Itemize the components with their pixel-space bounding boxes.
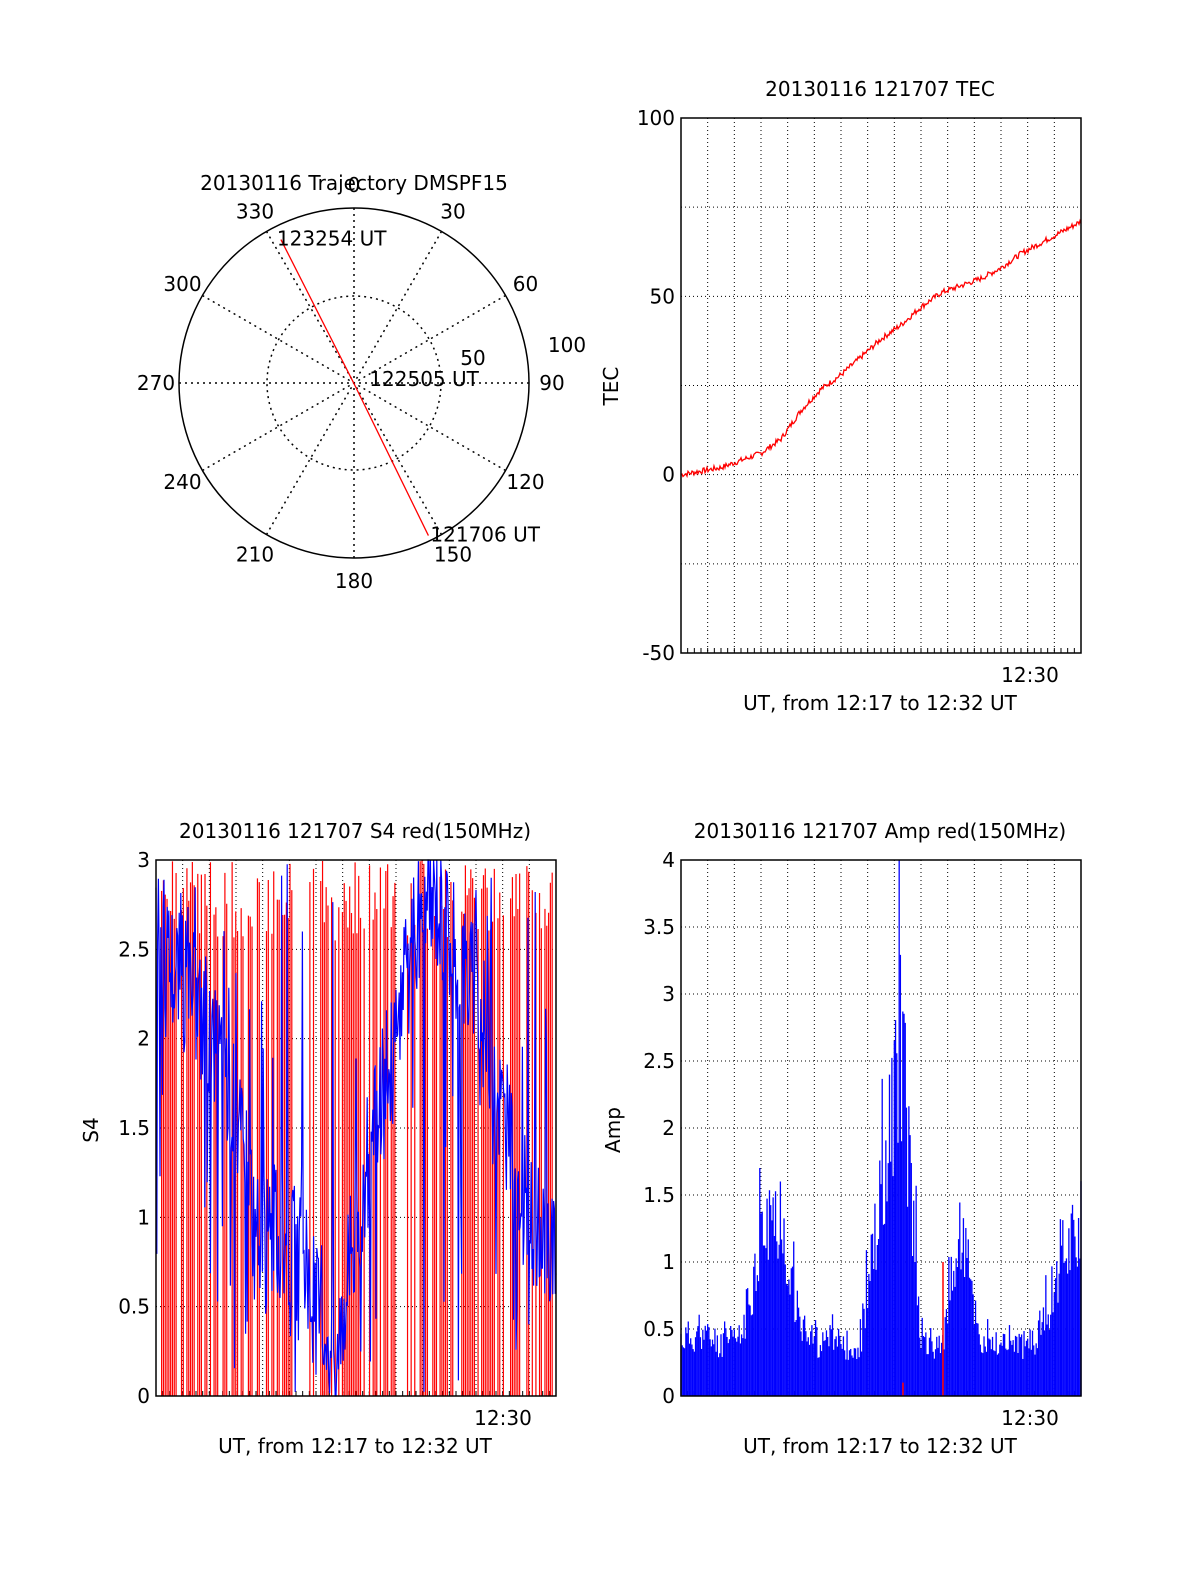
s4-title: 20130116 121707 S4 red(150MHz) (179, 819, 531, 843)
tec-y-tick: 100 (637, 106, 675, 130)
s4-y-tick: 1 (137, 1205, 150, 1229)
amp-y-label: Amp (601, 1107, 625, 1153)
polar-angle-label: 30 (440, 200, 465, 224)
s4-y-tick: 2 (137, 1027, 150, 1051)
polar-inner-circle (266, 295, 442, 471)
amp-red-series (902, 1262, 944, 1396)
tec-panel: 20130116 121707 TEC -50 0 50 100 12:30 UT, … (599, 77, 1082, 715)
amp-x-tick-label: 12:30 (1001, 1406, 1059, 1430)
s4-y-tick: 0.5 (118, 1295, 150, 1319)
trajectory-time-label: 122505 UT (369, 367, 479, 391)
polar-trajectory: 123254 UT 122505 UT 121706 UT (277, 227, 541, 547)
polar-angle-label: 120 (506, 470, 544, 494)
polar-title: 20130116 Trajectory DMSPF15 (200, 171, 508, 195)
amp-panel: 20130116 121707 Amp red(150MHz) 0 0.5 1 1.5… (601, 819, 1082, 1458)
polar-trajectory-panel: 20130116 Trajectory DMSPF15 0 30 60 90 120 15… (137, 171, 586, 593)
polar-angle-label: 240 (163, 470, 201, 494)
tec-y-tick: 50 (650, 284, 675, 308)
trajectory-line (280, 239, 429, 536)
amp-y-tick: 1 (662, 1250, 675, 1274)
amp-y-tick: 4 (662, 848, 675, 872)
polar-angle-labels: 0 30 60 90 120 150 180 210 240 270 300 330 (137, 173, 565, 593)
tec-x-tick-label: 12:30 (1001, 663, 1059, 687)
s4-y-label: S4 (79, 1117, 103, 1142)
polar-angle-label: 150 (434, 542, 472, 566)
s4-y-tick-labels: 0 0.5 1 1.5 2 2.5 3 (118, 848, 150, 1408)
s4-panel: 20130116 121707 S4 red(150MHz) 0 0.5 1 1.5 2… (79, 819, 557, 1458)
polar-radius-label-50: 50 (460, 346, 485, 370)
amp-y-tick-labels: 0 0.5 1 1.5 2 2.5 3 3.5 4 (643, 848, 675, 1408)
polar-angle-label: 90 (539, 371, 564, 395)
s4-y-tick: 0 (137, 1384, 150, 1408)
s4-y-tick: 2.5 (118, 937, 150, 961)
amp-y-tick: 0.5 (643, 1317, 675, 1341)
polar-angle-label: 0 (348, 173, 361, 197)
tec-y-tick-labels: -50 0 50 100 (637, 106, 675, 665)
tec-series-line (680, 218, 1082, 479)
amp-y-tick: 2 (662, 1116, 675, 1140)
polar-angle-label: 270 (137, 371, 175, 395)
s4-x-label: UT, from 12:17 to 12:32 UT (218, 1434, 493, 1458)
polar-angle-label: 180 (335, 569, 373, 593)
tec-y-tick: 0 (662, 463, 675, 487)
s4-plot-frame (155, 859, 557, 1397)
s4-blue-series (155, 859, 557, 1397)
polar-angle-label: 60 (513, 272, 538, 296)
amp-y-tick: 3.5 (643, 915, 675, 939)
polar-radius-label-100: 100 (548, 333, 586, 357)
tec-grid (680, 118, 1082, 653)
polar-angle-label: 300 (163, 272, 201, 296)
tec-y-label: TEC (599, 367, 623, 407)
trajectory-time-label: 121706 UT (430, 523, 540, 547)
trajectory-time-label: 123254 UT (277, 227, 387, 251)
amp-x-label: UT, from 12:17 to 12:32 UT (743, 1434, 1018, 1458)
amp-y-tick: 0 (662, 1384, 675, 1408)
tec-x-label: UT, from 12:17 to 12:32 UT (743, 691, 1018, 715)
tec-plot-frame (680, 117, 1082, 654)
amp-y-tick: 1.5 (643, 1183, 675, 1207)
amp-y-tick: 3 (662, 982, 675, 1006)
amp-plot-frame (680, 859, 1082, 1397)
amp-title: 20130116 121707 Amp red(150MHz) (694, 819, 1066, 843)
s4-y-tick: 1.5 (118, 1116, 150, 1140)
s4-y-tick: 3 (137, 848, 150, 872)
tec-title: 20130116 121707 TEC (765, 77, 995, 101)
tec-y-tick: -50 (642, 641, 675, 665)
polar-angle-label: 210 (236, 542, 274, 566)
amp-y-tick: 2.5 (643, 1049, 675, 1073)
polar-angle-label: 330 (236, 200, 274, 224)
s4-x-tick-label: 12:30 (474, 1406, 532, 1430)
